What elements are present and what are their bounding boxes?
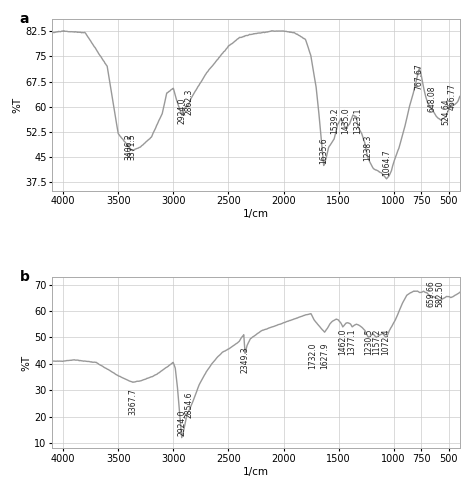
Text: 3406.2: 3406.2 xyxy=(124,134,133,160)
Text: 1732.0: 1732.0 xyxy=(309,343,318,369)
Text: 2862.3: 2862.3 xyxy=(184,89,193,115)
Text: 582.50: 582.50 xyxy=(435,281,444,307)
Text: 1635.6: 1635.6 xyxy=(319,137,328,164)
Text: 3367.7: 3367.7 xyxy=(128,388,137,415)
Text: 648.08: 648.08 xyxy=(428,85,437,112)
Text: 1157.2: 1157.2 xyxy=(372,328,381,355)
Text: 2854.6: 2854.6 xyxy=(185,391,194,418)
Text: 767.67: 767.67 xyxy=(415,63,424,90)
Text: a: a xyxy=(19,13,29,27)
Text: 1627.9: 1627.9 xyxy=(320,343,329,369)
Text: 1238.3: 1238.3 xyxy=(363,134,372,161)
Y-axis label: %T: %T xyxy=(21,354,31,371)
Text: b: b xyxy=(19,270,29,284)
X-axis label: 1/cm: 1/cm xyxy=(243,467,269,477)
Text: 1230.5: 1230.5 xyxy=(364,328,373,355)
Text: 1323.1: 1323.1 xyxy=(354,107,363,134)
Text: 1064.7: 1064.7 xyxy=(382,149,391,176)
Text: 2924.0: 2924.0 xyxy=(177,97,186,123)
Text: 659.66: 659.66 xyxy=(427,280,436,307)
Text: 1072.4: 1072.4 xyxy=(381,328,390,355)
X-axis label: 1/cm: 1/cm xyxy=(243,209,269,219)
Text: 2924.0: 2924.0 xyxy=(177,410,186,436)
Text: 524.64: 524.64 xyxy=(442,99,451,125)
Text: 3371.5: 3371.5 xyxy=(128,134,137,160)
Y-axis label: %T: %T xyxy=(12,97,22,113)
Text: 1435.0: 1435.0 xyxy=(341,107,350,134)
Text: 1462.0: 1462.0 xyxy=(338,328,347,355)
Text: 1539.2: 1539.2 xyxy=(330,107,339,134)
Text: 466.77: 466.77 xyxy=(448,83,457,110)
Text: 1377.1: 1377.1 xyxy=(347,328,356,355)
Text: 2349.3: 2349.3 xyxy=(240,347,249,373)
